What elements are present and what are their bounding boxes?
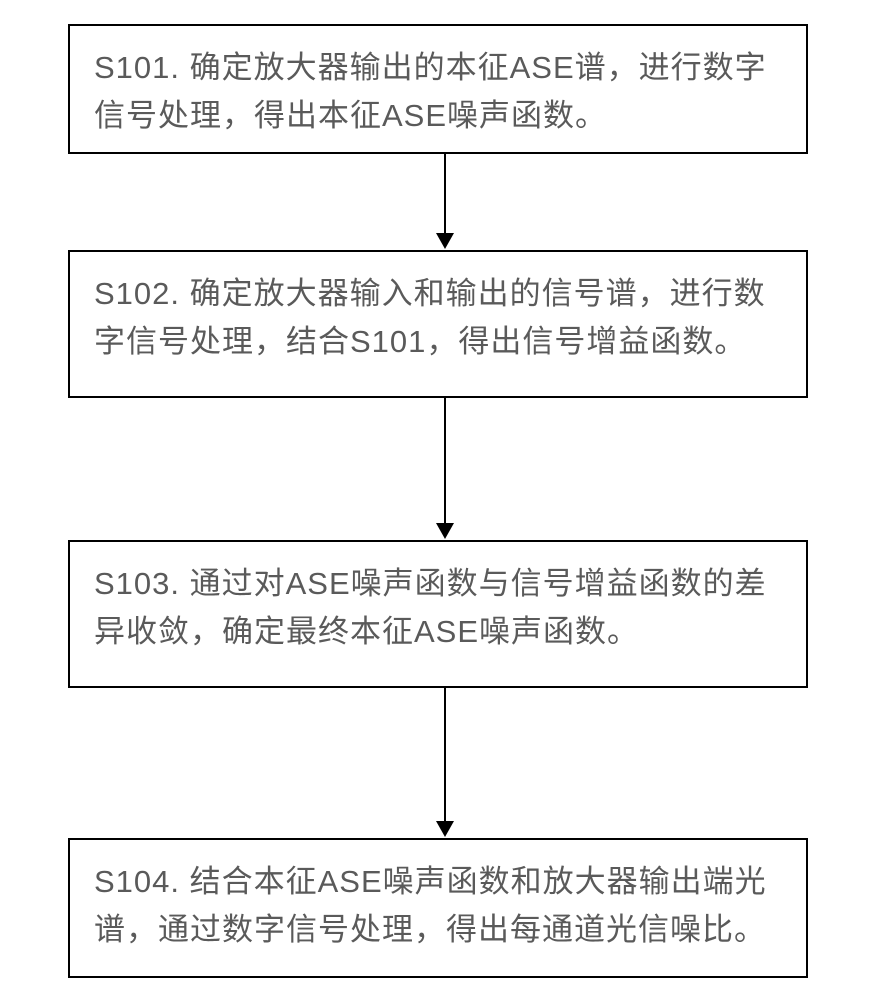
arrow-head-icon [436, 821, 454, 837]
step-box-s104: S104. 结合本征ASE噪声函数和放大器输出端光谱，通过数字信号处理，得出每通… [68, 838, 808, 978]
arrow-line [444, 398, 446, 524]
arrow-s102-s103 [436, 398, 454, 539]
arrow-head-icon [436, 233, 454, 249]
arrow-s101-s102 [436, 154, 454, 249]
step-text: S104. 结合本征ASE噪声函数和放大器输出端光谱，通过数字信号处理，得出每通… [94, 864, 767, 947]
step-box-s101: S101. 确定放大器输出的本征ASE谱，进行数字信号处理，得出本征ASE噪声函… [68, 24, 808, 154]
flowchart-container: S101. 确定放大器输出的本征ASE谱，进行数字信号处理，得出本征ASE噪声函… [0, 0, 889, 1000]
step-box-s102: S102. 确定放大器输入和输出的信号谱，进行数字信号处理，结合S101，得出信… [68, 250, 808, 398]
arrow-line [444, 688, 446, 822]
arrow-line [444, 154, 446, 234]
step-text: S102. 确定放大器输入和输出的信号谱，进行数字信号处理，结合S101，得出信… [94, 276, 766, 359]
step-text: S103. 通过对ASE噪声函数与信号增益函数的差异收敛，确定最终本征ASE噪声… [94, 566, 767, 649]
arrow-s103-s104 [436, 688, 454, 837]
arrow-head-icon [436, 523, 454, 539]
step-box-s103: S103. 通过对ASE噪声函数与信号增益函数的差异收敛，确定最终本征ASE噪声… [68, 540, 808, 688]
step-text: S101. 确定放大器输出的本征ASE谱，进行数字信号处理，得出本征ASE噪声函… [94, 50, 767, 133]
